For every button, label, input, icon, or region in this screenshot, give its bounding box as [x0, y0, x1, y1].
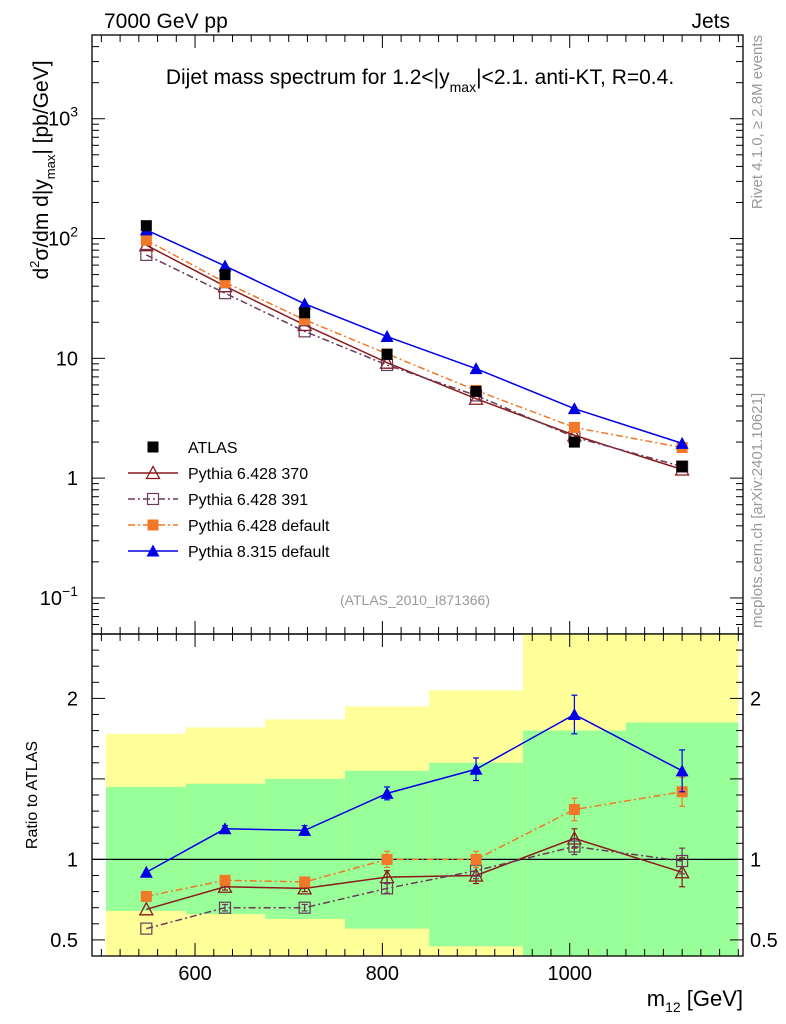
point-s6def: [219, 276, 231, 288]
ratio-y-tick-label: 0.5: [50, 930, 78, 952]
legend-marker-s391: [146, 492, 160, 506]
ratio-y-tick-label: 2: [67, 688, 78, 710]
ratio-point-s6def: [140, 890, 152, 902]
series-line-s8def: [146, 229, 683, 445]
ratio-point-s391: [568, 840, 581, 853]
x-tick-label: 800: [366, 963, 399, 985]
ratio-point-s370: [217, 878, 233, 893]
point-s391: [140, 248, 153, 262]
ratio-point-s391: [140, 922, 153, 935]
ratio-point-s391: [218, 901, 232, 914]
main-ylabel: d2σ/dm d|ymax| [pb/GeV]: [27, 60, 58, 279]
legend: ATLAS Pythia 6.428 370 Pythia 6.428 391 Pyt…: [128, 440, 330, 561]
ratio-band-inner: [106, 786, 186, 911]
ratio-band-inner: [265, 778, 345, 919]
ratio-point-s8def: [675, 764, 689, 777]
point-s8def: [298, 297, 312, 310]
ratio-point-s6def: [470, 853, 482, 865]
y-tick-label: 10−1: [40, 583, 78, 610]
ratio-point-s8def: [567, 708, 581, 720]
legend-marker-s370: [145, 465, 161, 480]
legend-marker-data: [147, 441, 159, 453]
point-s8def: [218, 259, 232, 272]
ratio-point-s6def: [568, 803, 580, 815]
y-tick-label: 1: [67, 468, 78, 490]
mcplots-label: mcplots.cern.ch [arXiv:2401.10621]: [749, 393, 766, 628]
ratio-y-tick-label-right: 0.5: [750, 930, 778, 952]
ratio-y-tick-label: 1: [67, 849, 78, 871]
legend-label-s391: Pythia 6.428 391: [188, 492, 308, 509]
legend-label-data: ATLAS: [188, 440, 238, 457]
ratio-point-s370: [674, 864, 690, 879]
ratio-point-s8def: [298, 823, 312, 836]
point-s6def: [299, 314, 311, 326]
ratio-point-s6def: [381, 853, 393, 865]
point-s6def: [140, 234, 152, 246]
point-data: [299, 307, 311, 319]
legend-label-s6def: Pythia 6.428 default: [188, 518, 330, 535]
legend-marker-s6def: [147, 519, 159, 531]
y-tick-label: 10: [56, 348, 78, 370]
point-s370: [379, 354, 395, 369]
point-data: [470, 385, 482, 397]
analysis-id: (ATLAS_2010_I871366): [340, 592, 490, 608]
ratio-point-s391: [380, 882, 394, 895]
ratio-point-s8def: [218, 822, 232, 835]
point-s8def: [675, 436, 689, 449]
point-data: [381, 348, 393, 360]
point-s8def: [567, 402, 581, 415]
legend-label-s8def: Pythia 8.315 default: [188, 544, 330, 561]
rivet-label: Rivet 4.1.0, ≥ 2.8M events: [749, 35, 766, 209]
legend-marker-s8def: [146, 544, 160, 557]
ratio-point-s391: [298, 901, 311, 914]
xlabel: m12 [GeV]: [647, 986, 743, 1015]
collision-label: 7000 GeV pp: [104, 10, 228, 33]
ratio-panel: 600 800 1000 0.5 0.5 1 1 2 2: [50, 633, 778, 985]
ratio-point-s391: [676, 854, 689, 868]
point-s6def: [568, 421, 580, 433]
y-tick-label: 102: [48, 224, 78, 251]
ratio-point-s370: [468, 867, 484, 882]
point-s8def: [380, 330, 394, 343]
ratio-y-tick-label-right: 1: [750, 849, 761, 871]
point-s391: [218, 287, 232, 300]
point-s370: [468, 390, 484, 405]
legend-label-s370: Pythia 6.428 370: [188, 466, 308, 483]
ratio-y-tick-label-right: 2: [750, 688, 761, 710]
point-data: [676, 461, 688, 473]
point-s8def: [469, 362, 483, 375]
jets-label: Jets: [691, 10, 730, 33]
ratio-ylabel: Ratio to ATLAS: [24, 741, 41, 849]
ratio-point-s370: [297, 880, 313, 895]
point-data: [568, 436, 580, 448]
point-data: [219, 269, 231, 281]
ratio-point-s8def: [139, 865, 153, 878]
ratio-point-s6def: [219, 874, 231, 886]
plot-title: Dijet mass spectrum for 1.2<|ymax|<2.1. …: [166, 66, 674, 95]
x-tick-label: 600: [178, 963, 211, 985]
point-data: [140, 220, 152, 232]
ratio-point-s8def: [469, 762, 483, 775]
ratio-point-s8def: [380, 786, 394, 799]
x-tick-label: 1000: [547, 963, 592, 985]
y-tick-label: 103: [48, 104, 78, 131]
ratio-point-s6def: [299, 876, 311, 888]
ratio-point-s370: [138, 901, 154, 916]
point-s391: [298, 325, 311, 338]
